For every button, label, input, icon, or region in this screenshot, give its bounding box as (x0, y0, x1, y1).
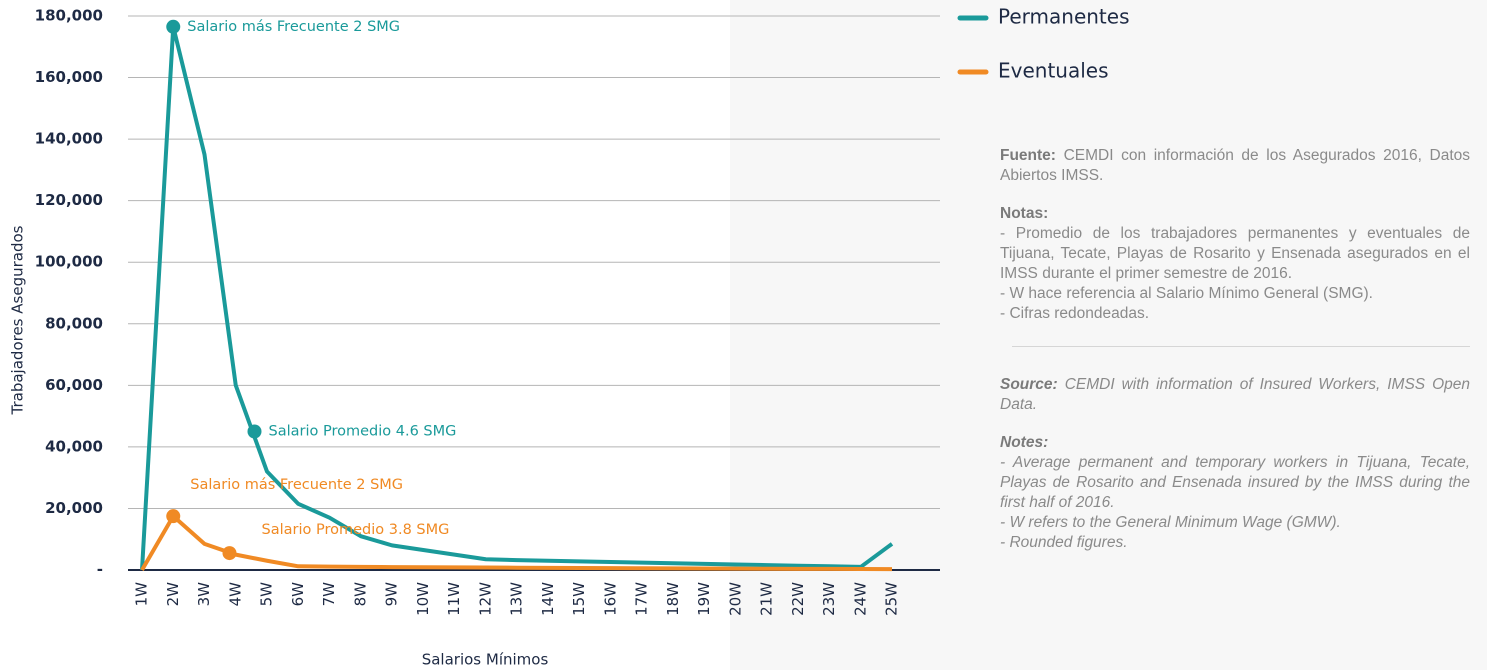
x-tick-label: 16W (601, 582, 619, 616)
annotation-label: Salario más Frecuente 2 SMG (190, 477, 403, 493)
text: CEMDI with information of Insured Worker… (1000, 376, 1470, 413)
y-tick-label: 100,000 (35, 253, 103, 271)
x-tick-label: 10W (414, 582, 432, 616)
x-tick-label: 19W (695, 582, 713, 616)
x-tick-label: 2W (164, 582, 182, 607)
x-tick-label: 13W (508, 582, 526, 616)
label: Fuente: (1000, 147, 1056, 164)
text: CEMDI con información de los Asegurados … (1000, 147, 1470, 184)
annotation-marker (247, 424, 262, 439)
y-tick-label: 120,000 (35, 191, 103, 209)
label: Source: (1000, 376, 1058, 393)
note-item: - Rounded figures. (1000, 534, 1128, 551)
x-tick-label: 18W (664, 582, 682, 616)
x-tick-label: 7W (320, 582, 338, 607)
x-tick-label: 23W (820, 582, 838, 616)
x-tick-label: 3W (195, 582, 213, 607)
note-item: - Cifras redondeadas. (1000, 305, 1150, 322)
x-tick-label: 24W (851, 582, 869, 616)
y-tick-label: - (97, 561, 103, 579)
note-item: - W refers to the General Minimum Wage (… (1000, 514, 1341, 531)
x-tick-label: 12W (476, 582, 494, 616)
divider (1012, 346, 1470, 347)
note-item: - Average permanent and temporary worker… (1000, 454, 1470, 511)
y-tick-label: 140,000 (35, 130, 103, 148)
x-tick-label: 1W (133, 582, 151, 607)
note-item: - Promedio de los trabajadores permanent… (1000, 225, 1470, 282)
annotation-marker (166, 509, 181, 524)
annotation-label: Salario más Frecuente 2 SMG (187, 19, 400, 35)
y-tick-label: 20,000 (45, 499, 103, 517)
y-axis-label: Trabajadores Asegurados (9, 225, 27, 415)
x-tick-label: 6W (289, 582, 307, 607)
x-tick-label: 21W (758, 582, 776, 616)
note-item: - W hace referencia al Salario Mínimo Ge… (1000, 285, 1373, 302)
x-tick-label: 15W (570, 582, 588, 616)
x-tick-label: 11W (445, 582, 463, 616)
annotation-marker (166, 19, 181, 34)
legend-label: Eventuales (998, 59, 1109, 83)
x-tick-label: 8W (351, 582, 369, 607)
label: Notes: (1000, 434, 1049, 451)
x-tick-label: 22W (789, 582, 807, 616)
x-tick-label: 25W (883, 582, 901, 616)
y-tick-label: 40,000 (45, 437, 103, 455)
panel-background (730, 0, 1487, 670)
legend-label: Permanentes (998, 5, 1129, 29)
x-tick-label: 14W (539, 582, 557, 616)
y-tick-label: 80,000 (45, 314, 103, 332)
y-tick-label: 160,000 (35, 68, 103, 86)
x-tick-label: 9W (383, 582, 401, 607)
x-tick-label: 20W (726, 582, 744, 616)
annotation-label: Salario Promedio 4.6 SMG (269, 424, 457, 440)
series-line (140, 24, 894, 571)
annotation-label: Salario Promedio 3.8 SMG (262, 522, 450, 538)
y-tick-label: 60,000 (45, 376, 103, 394)
side-panel: Fuente: CEMDI con información de los Ase… (1000, 146, 1470, 553)
series-line (140, 514, 893, 572)
x-axis-label: Salarios Mínimos (422, 651, 549, 669)
y-tick-label: 180,000 (35, 7, 103, 25)
x-tick-label: 4W (226, 582, 244, 607)
annotation-marker (222, 546, 237, 561)
x-tick-label: 5W (258, 582, 276, 607)
x-tick-label: 17W (633, 582, 651, 616)
label: Notas: (1000, 205, 1049, 222)
